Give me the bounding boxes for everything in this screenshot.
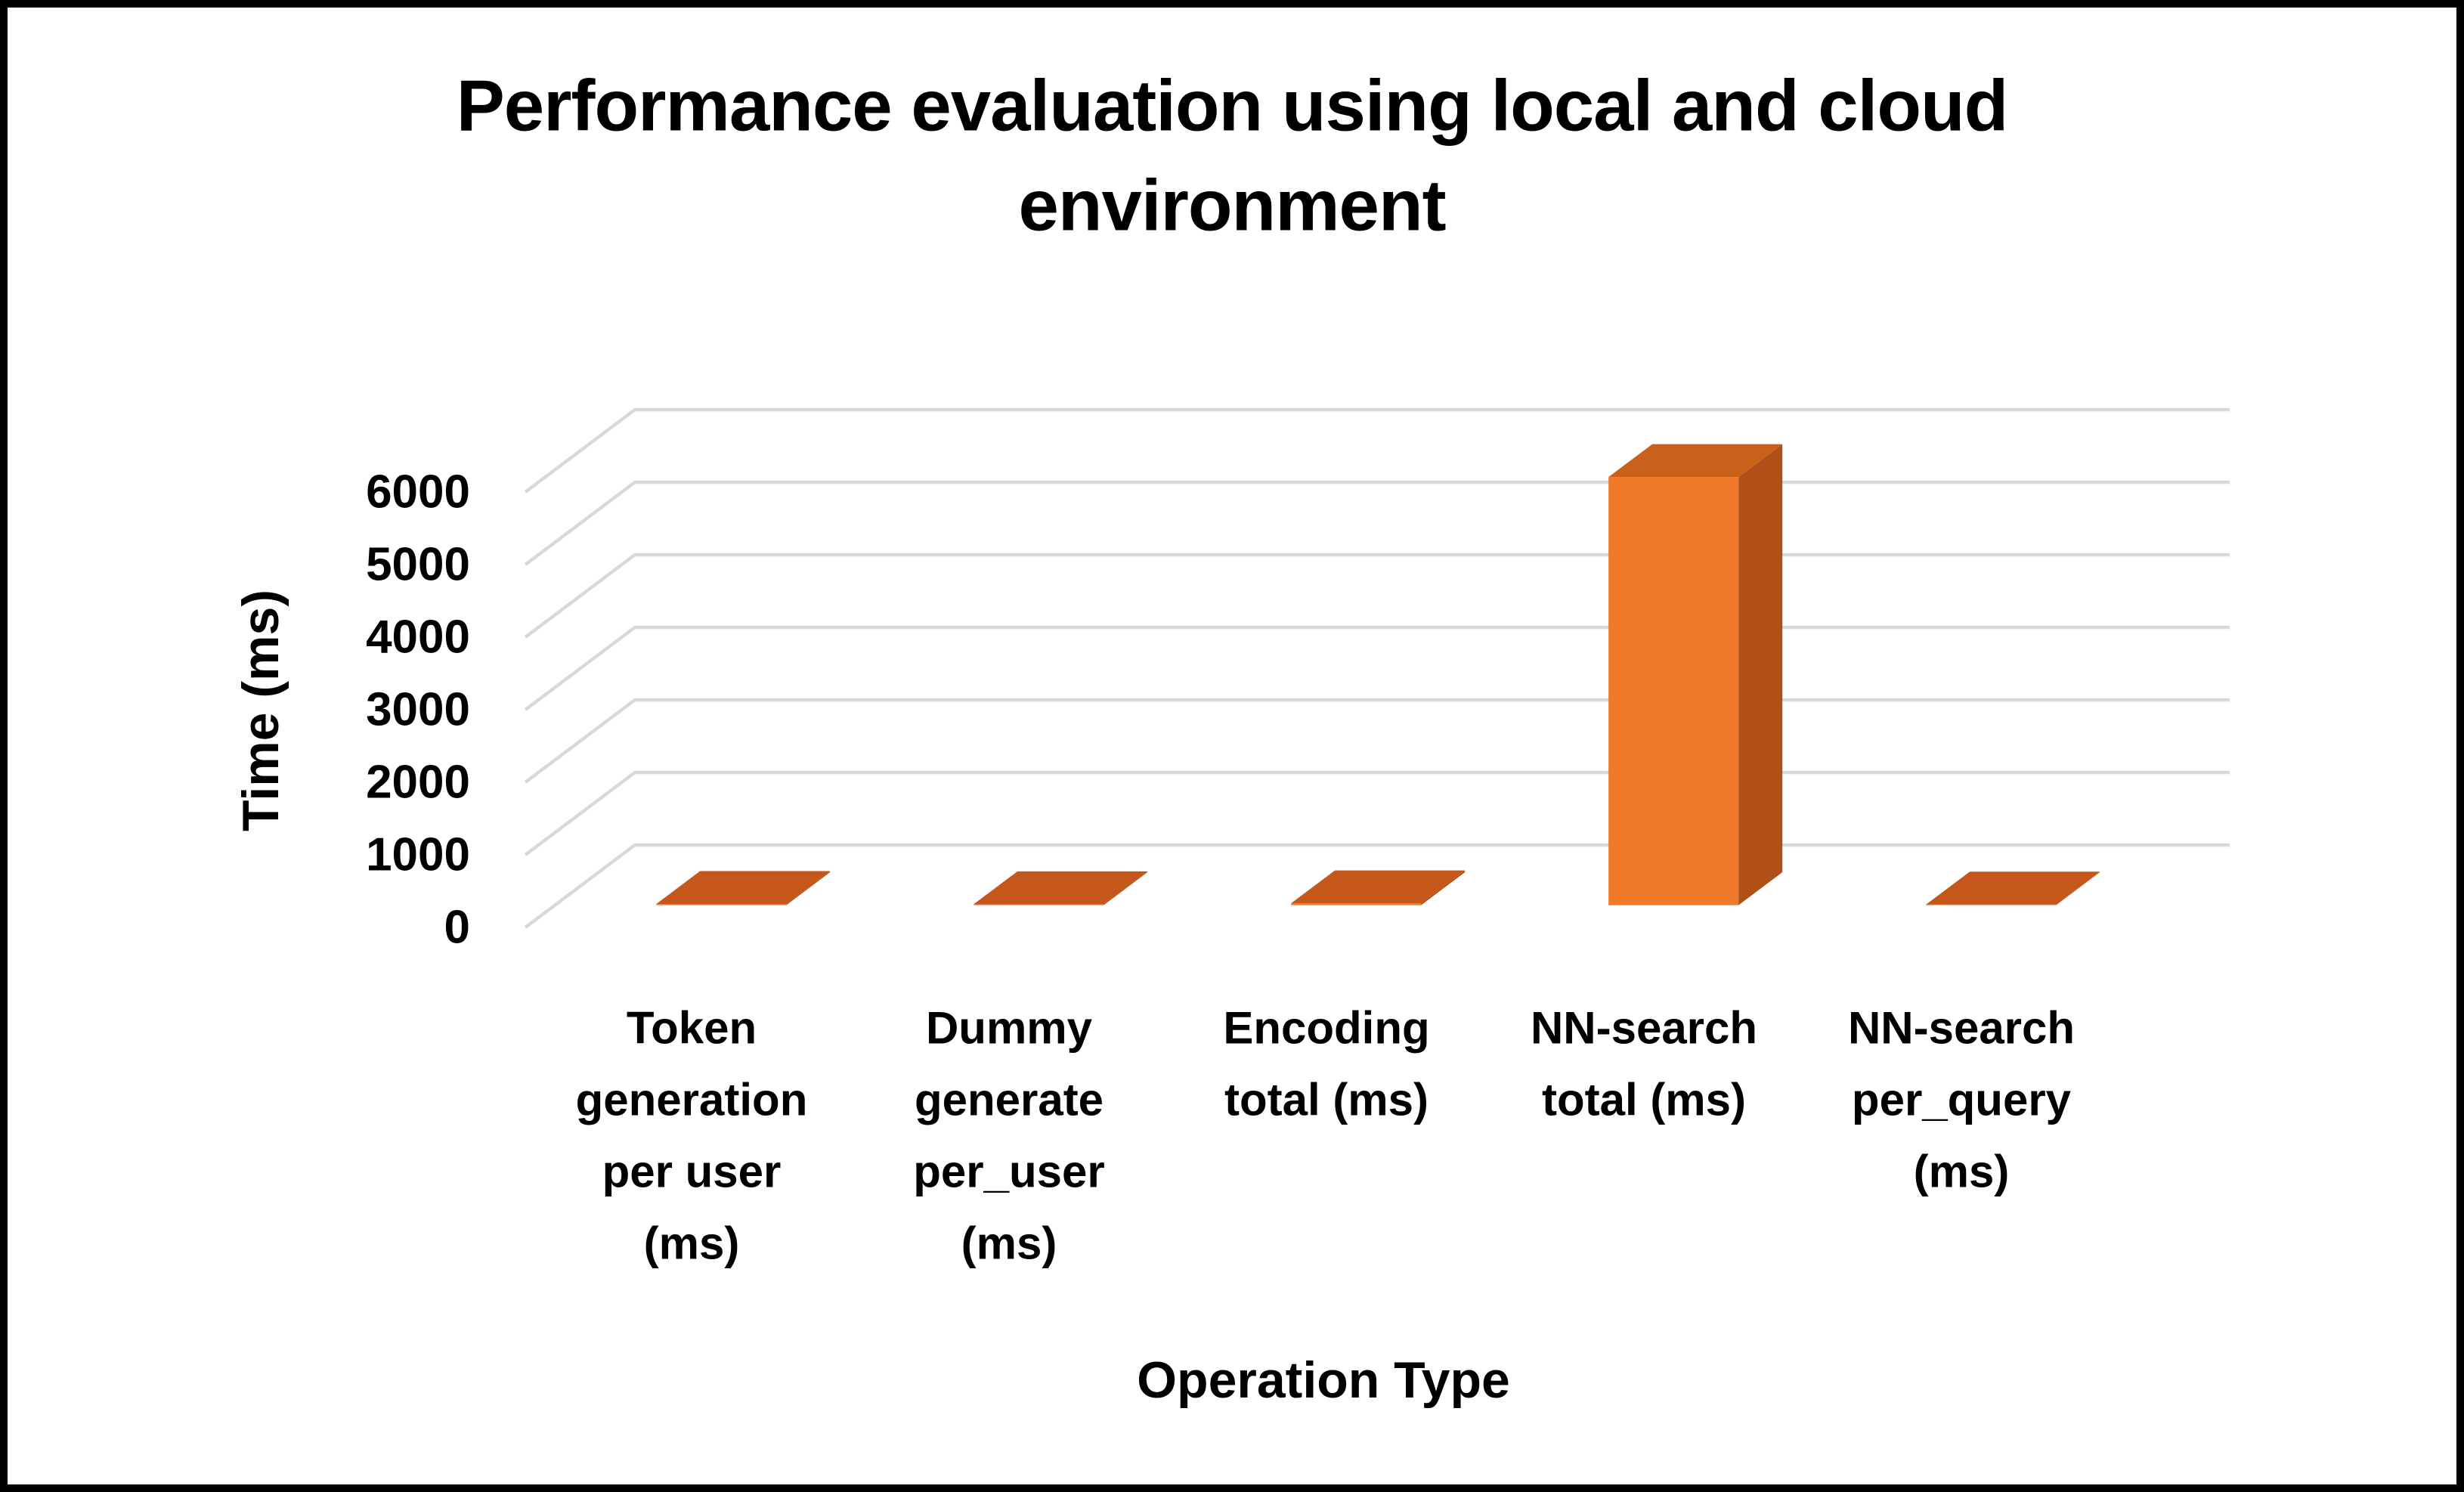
x-category-labels: Token generation per user (ms) Dummy generate…	[576, 1003, 2075, 1269]
x-category-label-line: per_query	[1852, 1075, 2072, 1125]
bar-nn-search-total-ms	[1608, 444, 1783, 905]
x-category-label-line: NN-search	[1848, 1003, 2075, 1054]
y-tick-label-5000: 5000	[366, 539, 470, 591]
y-tick-label-2000: 2000	[366, 757, 470, 809]
gridlines-group	[524, 407, 2230, 929]
x-category-label-line: Encoding	[1223, 1003, 1429, 1054]
x-category-label-line: total (ms)	[1224, 1075, 1429, 1125]
bar-front-face	[1608, 477, 1739, 905]
bar-dummy-generate-per-user-ms	[974, 871, 1148, 905]
x-category-label-line: per_user	[913, 1147, 1104, 1197]
y-tick-labels: 0 1000 2000 3000 4000 5000 6000	[366, 466, 470, 954]
y-tick-label-6000: 6000	[366, 466, 470, 518]
bar-top-face	[974, 871, 1148, 905]
x-category-label-line: Dummy	[926, 1003, 1093, 1054]
x-category-label-line: NN-search	[1531, 1003, 1757, 1054]
y-axis-title: Time (ms)	[232, 590, 289, 831]
bar-nn-search-per-query-ms	[1926, 871, 2100, 905]
x-category-label-line: total (ms)	[1542, 1075, 1746, 1125]
gridline-1000	[524, 770, 2230, 856]
x-axis-title: Operation Type	[1137, 1351, 1510, 1409]
bar-side-face	[1738, 444, 1783, 905]
x-category-label-line: generate	[915, 1075, 1104, 1125]
y-tick-label-3000: 3000	[366, 684, 470, 736]
bar-side-face	[1421, 870, 1466, 905]
bar-encoding-total-ms	[1291, 870, 1466, 905]
x-category-label-line: (ms)	[961, 1218, 1057, 1269]
bar-top-face	[1608, 444, 1783, 478]
y-tick-label-1000: 1000	[366, 829, 470, 881]
chart-title-line-1: Performance evaluation using local and c…	[457, 66, 2007, 147]
bar-front-face	[1291, 903, 1422, 905]
x-category-label-line: per user	[602, 1147, 782, 1197]
bar-front-face	[974, 904, 1104, 905]
gridline-2000	[524, 698, 2230, 784]
bars-group	[656, 444, 2100, 905]
bar-top-face	[1291, 870, 1466, 904]
bar-token-generation-per-user-ms	[656, 871, 831, 905]
x-category-label-line: (ms)	[1914, 1147, 2010, 1197]
bar-side-face	[786, 871, 831, 905]
gridline-6000	[524, 407, 2230, 494]
x-category-label-line: (ms)	[644, 1218, 740, 1269]
y-tick-label-4000: 4000	[366, 611, 470, 664]
x-category-label-line: generation	[576, 1075, 808, 1125]
gridline-3000	[524, 625, 2230, 711]
x-category-label-line: Token	[627, 1003, 757, 1054]
bar-top-face	[656, 871, 831, 905]
gridline-5000	[524, 480, 2230, 566]
bar-top-face	[1926, 871, 2100, 905]
bar-front-face	[656, 904, 787, 905]
y-tick-label-0: 0	[444, 902, 470, 954]
gridline-4000	[524, 553, 2230, 639]
bar-side-face	[1104, 871, 1148, 905]
bar-side-face	[2056, 871, 2100, 905]
chart-title-line-2: environment	[1018, 166, 1445, 246]
